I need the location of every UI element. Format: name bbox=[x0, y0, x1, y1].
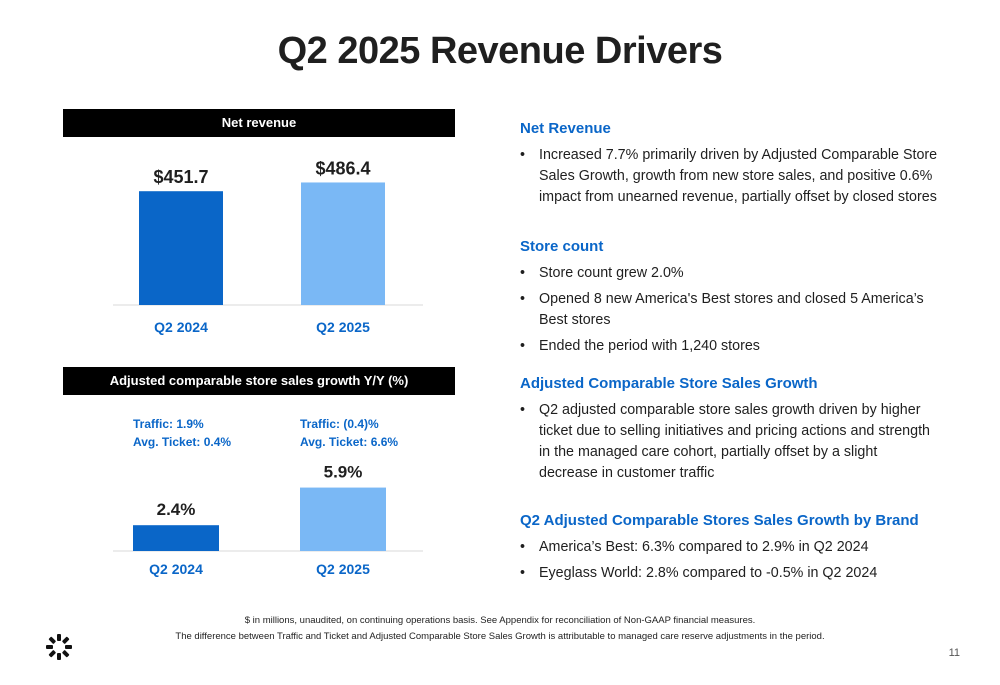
ticket-note-line: Avg. Ticket: 6.6% bbox=[300, 435, 399, 449]
bullet-item: Opened 8 new America's Best stores and c… bbox=[520, 289, 940, 331]
bullet-item: Q2 adjusted comparable store sales growt… bbox=[520, 400, 940, 484]
page-title: Q2 2025 Revenue Drivers bbox=[277, 30, 723, 72]
section-net-revenue: Net Revenue Increased 7.7% primarily dri… bbox=[520, 120, 940, 208]
comp-sales-header: Adjusted comparable store sales growth Y… bbox=[63, 367, 455, 395]
ticket-note-line: Avg. Ticket: 0.4% bbox=[133, 435, 232, 449]
section-title: Q2 Adjusted Comparable Stores Sales Grow… bbox=[520, 512, 919, 529]
comp-sales-chart: 2.4% Q2 2024 5.9% Q2 2025 bbox=[113, 463, 423, 577]
data-label: $451.7 bbox=[153, 167, 208, 187]
section-adjusted-comp: Adjusted Comparable Store Sales Growth Q… bbox=[520, 375, 940, 484]
section-title: Store count bbox=[520, 238, 604, 255]
q2-2024-traffic-note: Traffic: 1.9% Avg. Ticket: 0.4% bbox=[133, 415, 231, 451]
data-label: $486.4 bbox=[315, 158, 370, 178]
x-tick-label: Q2 2024 bbox=[149, 561, 203, 577]
x-tick-label: Q2 2025 bbox=[316, 319, 370, 335]
section-store-count: Store count Store count grew 2.0% Opened… bbox=[520, 238, 940, 357]
commentary-panel: Net Revenue Increased 7.7% primarily dri… bbox=[520, 120, 940, 589]
x-tick-label: Q2 2024 bbox=[154, 319, 208, 335]
net-revenue-chart: $451.7 Q2 2024 $486.4 Q2 2025 bbox=[113, 158, 423, 335]
footnote-difference: The difference between Traffic and Ticke… bbox=[175, 631, 825, 642]
bullet-item: Eyeglass World: 2.8% compared to -0.5% i… bbox=[520, 563, 940, 584]
section-title: Adjusted Comparable Store Sales Growth bbox=[520, 375, 818, 392]
page-number: 11 bbox=[948, 647, 960, 659]
x-tick-label: Q2 2025 bbox=[316, 561, 370, 577]
section-brand-growth: Q2 Adjusted Comparable Stores Sales Grow… bbox=[520, 512, 940, 584]
bullet-item: Increased 7.7% primarily driven by Adjus… bbox=[520, 145, 940, 208]
bar-q2-2024 bbox=[133, 525, 219, 551]
bullet-item: Store count grew 2.0% bbox=[520, 263, 940, 284]
bullet-item: Ended the period with 1,240 stores bbox=[520, 336, 940, 357]
traffic-note-line: Traffic: 1.9% bbox=[133, 417, 204, 431]
company-logo-icon bbox=[44, 632, 74, 667]
net-revenue-header: Net revenue bbox=[63, 109, 455, 137]
bar-q2-2025 bbox=[300, 487, 386, 551]
traffic-note-line: Traffic: (0.4)% bbox=[300, 417, 379, 431]
data-label: 2.4% bbox=[157, 500, 196, 519]
bar-q2-2025 bbox=[301, 182, 385, 305]
data-label: 5.9% bbox=[324, 463, 363, 482]
bullet-item: America’s Best: 6.3% compared to 2.9% in… bbox=[520, 537, 940, 558]
footnote-basis: $ in millions, unaudited, on continuing … bbox=[244, 615, 756, 626]
section-title: Net Revenue bbox=[520, 120, 611, 137]
q2-2025-traffic-note: Traffic: (0.4)% Avg. Ticket: 6.6% bbox=[300, 415, 398, 451]
bar-q2-2024 bbox=[139, 191, 223, 305]
